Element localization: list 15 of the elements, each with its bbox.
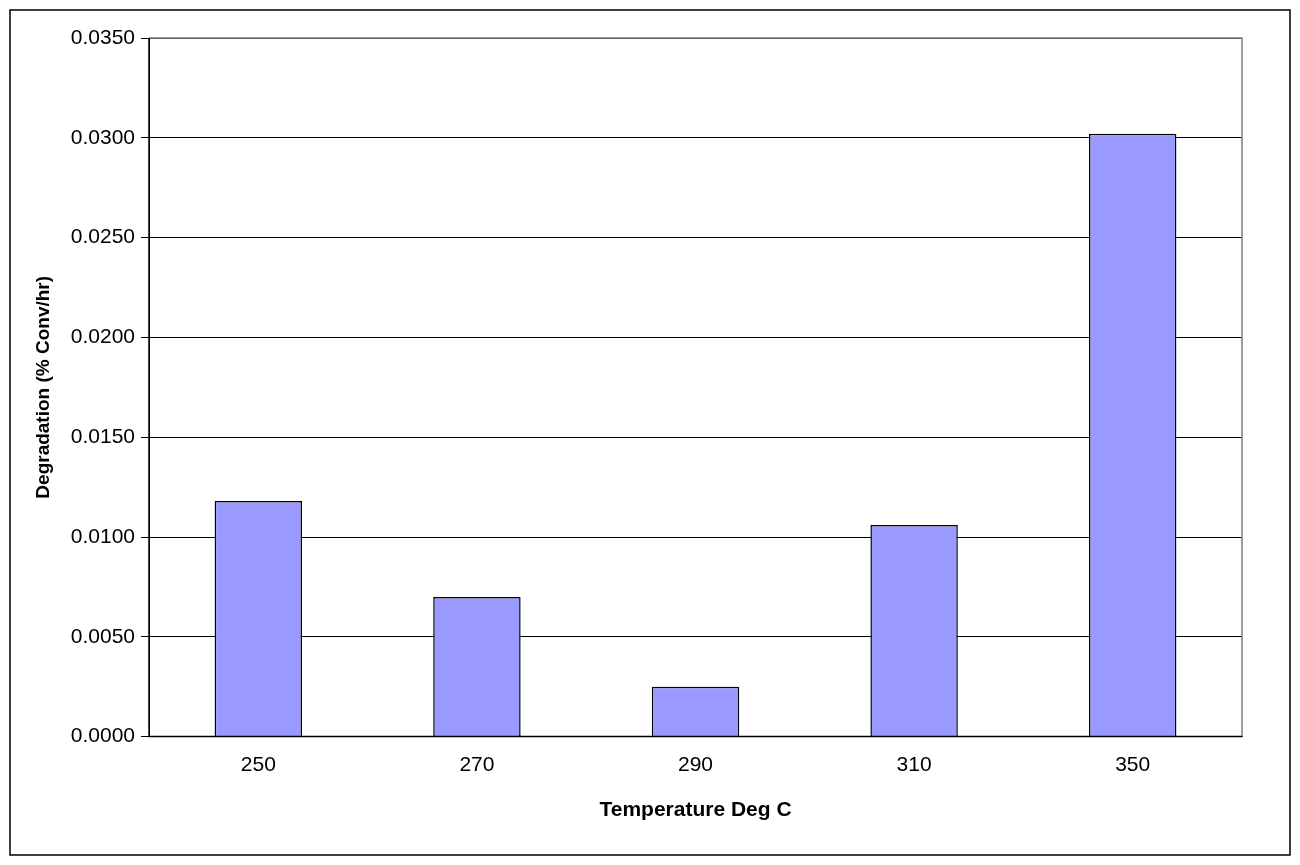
y-tick-label: 0.0300 bbox=[70, 124, 136, 148]
x-axis-title: Temperature Deg C bbox=[599, 797, 792, 821]
y-tick-label: 0.0100 bbox=[70, 523, 136, 547]
y-tick-label: 0.0200 bbox=[70, 324, 136, 348]
x-tick-label: 270 bbox=[459, 752, 495, 775]
y-tick-label: 0.0050 bbox=[70, 623, 136, 647]
x-tick-label: 350 bbox=[1115, 752, 1151, 775]
x-tick-label: 290 bbox=[677, 752, 714, 775]
x-tick-label: 310 bbox=[896, 752, 932, 775]
y-axis-title: Degradation (% Conv/hr) bbox=[31, 275, 53, 499]
y-tick-label: 0.0150 bbox=[70, 424, 136, 447]
x-tick-label: 250 bbox=[240, 752, 276, 775]
y-tick-label: 0.0350 bbox=[70, 24, 136, 48]
y-tick-label: 0.0000 bbox=[70, 723, 136, 747]
y-tick-label: 0.0250 bbox=[70, 224, 136, 248]
